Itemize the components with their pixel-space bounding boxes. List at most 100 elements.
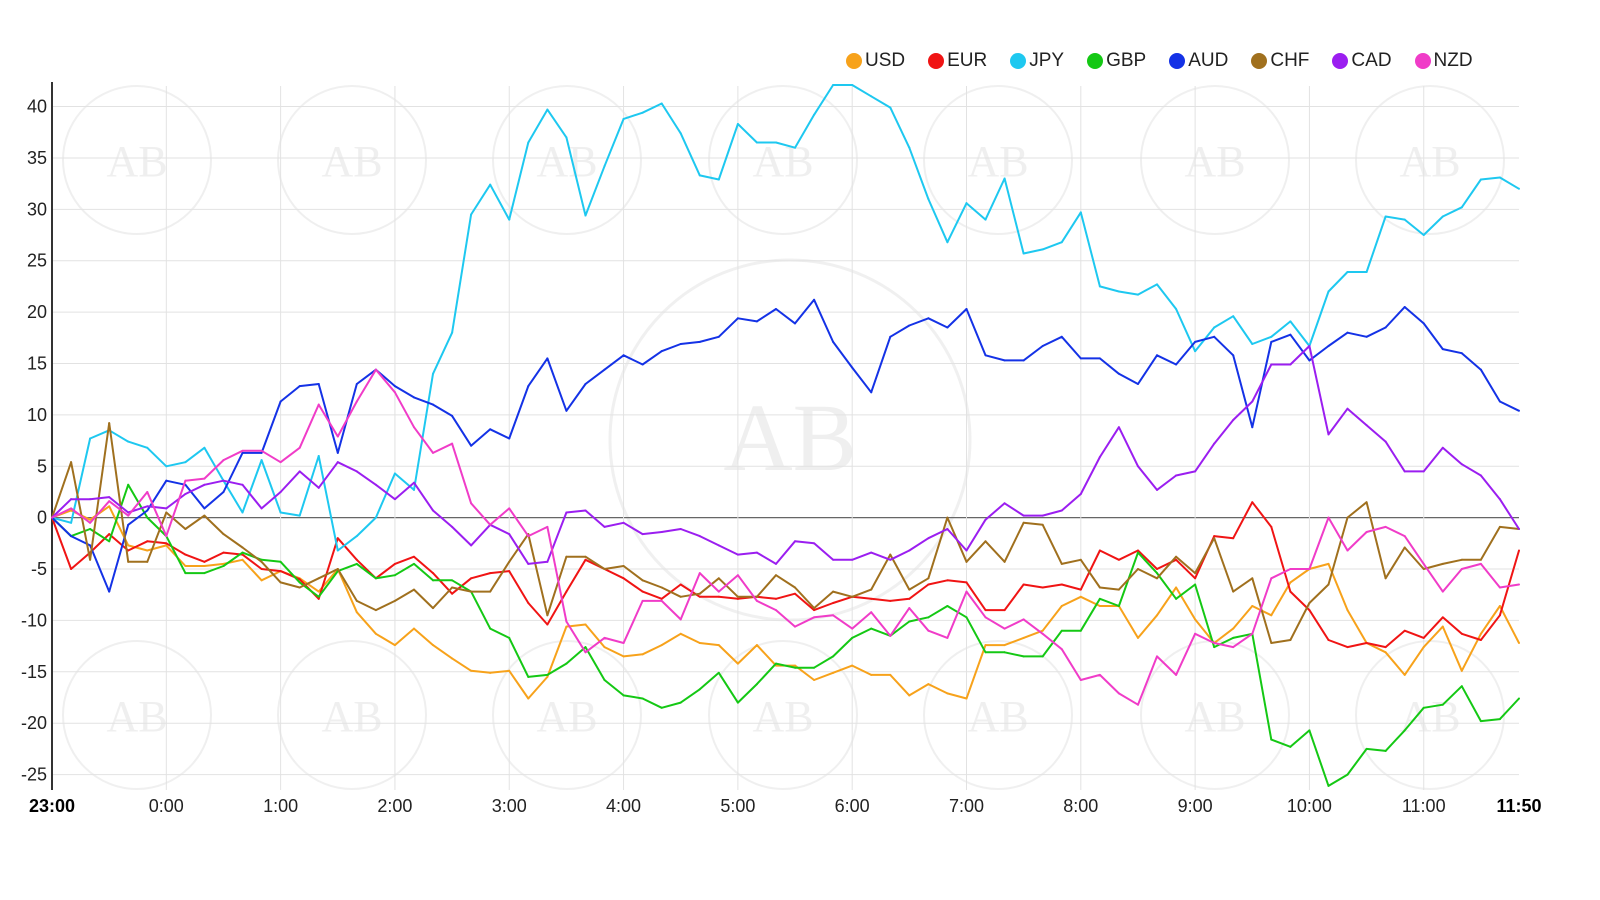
data-point [1498,498,1501,501]
legend-label: USD [865,50,906,71]
data-point [927,583,930,586]
data-point [1213,646,1216,649]
legend-item-aud[interactable]: AUD [1169,50,1228,72]
data-point [1403,729,1406,732]
legend-item-eur[interactable]: EUR [928,50,987,72]
legend-item-usd[interactable]: USD [846,50,905,72]
data-point [508,507,511,510]
data-point [355,562,358,565]
data-point [1384,577,1387,580]
data-point [489,671,492,674]
data-point [1022,583,1025,586]
data-point [470,502,473,505]
data-point [1041,514,1044,517]
data-point [241,449,244,452]
data-point [546,357,549,360]
watermark-logo: AB [967,137,1028,186]
data-point [432,403,435,406]
data-point [1194,632,1197,635]
data-point [1289,745,1292,748]
data-point [1384,651,1387,654]
legend-item-chf[interactable]: CHF [1251,50,1309,72]
data-point [1003,177,1006,180]
data-point [1003,359,1006,362]
data-point [851,558,854,561]
data-point [946,516,949,519]
data-point [1098,285,1101,288]
legend-item-nzd[interactable]: NZD [1414,50,1473,72]
data-point [527,601,530,604]
data-point [889,634,892,637]
data-point [717,595,720,598]
data-point [755,599,758,602]
data-point [1136,703,1139,706]
data-point [1117,426,1120,429]
data-point [1060,509,1063,512]
data-point [393,391,396,394]
data-point [1213,642,1216,645]
data-point [908,694,911,697]
watermark-circle [708,85,858,235]
data-point [317,577,320,580]
data-point [1441,562,1444,565]
data-point [1041,345,1044,348]
data-point [546,673,549,676]
legend-item-jpy[interactable]: JPY [1010,50,1064,72]
data-point [146,509,149,512]
data-point [1079,558,1082,561]
data-point [355,470,358,473]
data-point [1346,516,1349,519]
data-point [1327,290,1330,293]
data-point [984,354,987,357]
data-point [736,553,739,556]
data-point [108,496,111,499]
data-point [222,490,225,493]
data-point [203,507,206,510]
data-point [1518,187,1520,190]
data-point [1289,363,1292,366]
series-jpy [51,83,1520,552]
series-chf [51,422,1520,645]
data-point [1117,692,1120,695]
series-gbp [51,483,1520,787]
data-point [432,372,435,375]
data-point [774,609,777,612]
data-point [946,326,949,329]
data-point [508,533,511,536]
data-point [660,597,663,600]
data-point [489,590,492,593]
data-point [1117,558,1120,561]
legend-item-cad[interactable]: CAD [1332,50,1392,72]
data-point [660,706,663,709]
x-tick-label: 10:00 [1287,796,1332,816]
data-point [1289,590,1292,593]
data-point [698,535,701,538]
data-point [1327,516,1330,519]
data-point [717,671,720,674]
data-point [489,572,492,575]
data-point [89,521,92,524]
data-point [584,509,587,512]
data-point [1479,368,1482,371]
data-point [241,451,244,454]
data-point [1003,609,1006,612]
data-point [1384,326,1387,329]
watermark-circle [923,640,1073,790]
data-point [546,623,549,626]
data-point [755,644,758,647]
data-point [184,553,187,556]
data-point [1117,588,1120,591]
data-point [1156,354,1159,357]
data-point [279,581,282,584]
data-point [1498,605,1501,608]
data-point [603,568,606,571]
data-point [660,531,663,534]
watermark-logo: AB [967,692,1028,741]
data-point [622,694,625,697]
legend-item-gbp[interactable]: GBP [1087,50,1146,72]
data-point [470,590,473,593]
data-point [1403,629,1406,632]
data-point [1041,655,1044,658]
x-tick-label: 2:00 [377,796,412,816]
y-tick-label: -5 [31,559,47,579]
